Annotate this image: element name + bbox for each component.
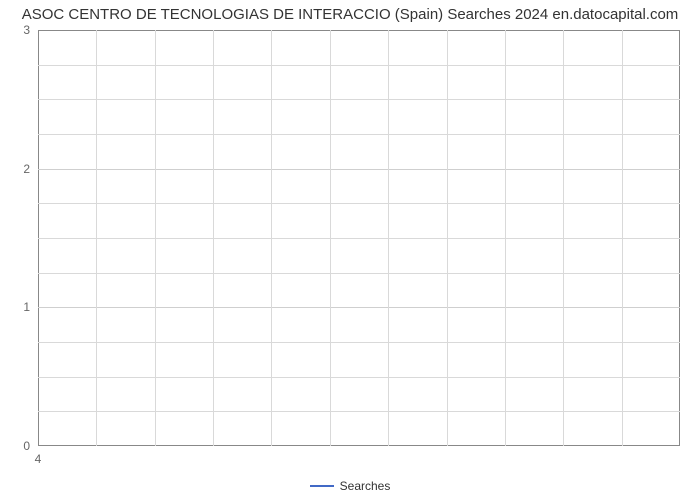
gridline-v [155, 30, 156, 446]
gridline-h [38, 307, 680, 308]
chart-container: ASOC CENTRO DE TECNOLOGIAS DE INTERACCIO… [0, 0, 700, 500]
gridline-v [388, 30, 389, 446]
y-tick-label: 2 [23, 162, 38, 176]
gridline-v [622, 30, 623, 446]
gridline-v [505, 30, 506, 446]
gridline-h [38, 134, 680, 135]
gridline-h [38, 377, 680, 378]
gridline-v [271, 30, 272, 446]
y-tick-label: 1 [23, 300, 38, 314]
legend-label: Searches [340, 479, 391, 493]
gridline-h [38, 342, 680, 343]
legend: Searches [0, 478, 700, 493]
gridline-h [38, 273, 680, 274]
y-tick-label: 3 [23, 23, 38, 37]
chart-title: ASOC CENTRO DE TECNOLOGIAS DE INTERACCIO… [0, 6, 700, 23]
gridline-h [38, 238, 680, 239]
gridline-v [447, 30, 448, 446]
gridline-h [38, 203, 680, 204]
gridline-h [38, 99, 680, 100]
legend-line-icon [310, 485, 334, 487]
plot-area: 01234 [38, 30, 680, 446]
gridline-h [38, 169, 680, 170]
gridline-v [96, 30, 97, 446]
gridline-v [563, 30, 564, 446]
gridline-h [38, 65, 680, 66]
gridline-v [330, 30, 331, 446]
gridline-h [38, 411, 680, 412]
x-tick-label: 4 [35, 446, 42, 466]
gridline-v [213, 30, 214, 446]
